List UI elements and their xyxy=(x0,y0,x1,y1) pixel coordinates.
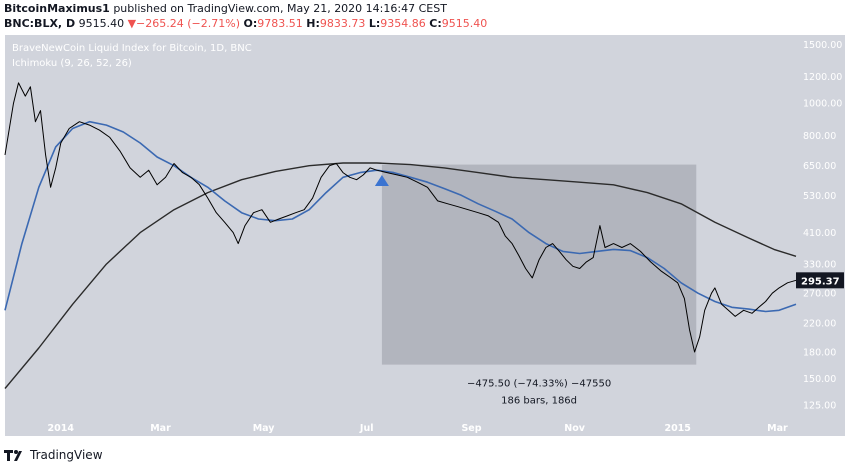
last-price-tag: 295.37 xyxy=(796,272,844,289)
open-value: 9783.51 xyxy=(257,17,303,30)
change-value: −265.24 (−2.71%) xyxy=(136,17,240,30)
x-tick-label: Mar xyxy=(767,423,788,434)
x-tick-label: Jul xyxy=(359,423,374,434)
symbol-label: BNC:BLX, D xyxy=(4,17,76,30)
y-tick-label: 410.00 xyxy=(803,228,836,239)
x-tick-label: Mar xyxy=(150,423,171,434)
ichimoku-fast-line xyxy=(4,120,797,313)
trend-arrow-marker xyxy=(374,174,389,186)
low-value: 9354.86 xyxy=(380,17,426,30)
y-tick-label: 1500.00 xyxy=(803,40,842,51)
open-label: O: xyxy=(243,17,258,30)
published-text: published on TradingView.com, May 21, 20… xyxy=(113,2,447,15)
y-tick-labels: 125.00 150.00 180.00 220.00 270.00 330.00 410.… xyxy=(803,40,842,412)
close-value: 9515.40 xyxy=(441,17,488,30)
high-value: 9833.73 xyxy=(319,17,366,30)
last-price: 9515.40 xyxy=(78,17,125,30)
ichimoku-slow-line xyxy=(4,162,797,389)
header-line-2: BNC:BLX, D 9515.40 ▼−265.24 (−2.71%) O:9… xyxy=(4,17,487,30)
brand-name[interactable]: TradingView xyxy=(30,448,103,462)
y-tick-label: 330.00 xyxy=(803,260,836,271)
x-tick-label: May xyxy=(253,423,276,434)
price-axis-background xyxy=(796,35,845,417)
y-tick-label: 800.00 xyxy=(803,131,836,142)
low-label: L: xyxy=(368,17,381,30)
y-tick-label: 220.00 xyxy=(803,318,836,329)
measure-label-bars: 186 bars, 186d xyxy=(501,396,577,407)
y-tick-label: 180.00 xyxy=(803,347,836,358)
price-line xyxy=(4,82,797,353)
chart-title: BraveNewCoin Liquid Index for Bitcoin, 1… xyxy=(12,43,252,54)
high-label: H: xyxy=(306,17,320,30)
y-tick-label: 650.00 xyxy=(803,161,836,172)
measure-box xyxy=(381,164,697,365)
change-arrow-icon: ▼ xyxy=(127,17,137,30)
close-label: C: xyxy=(429,17,442,30)
y-tick-label: 150.00 xyxy=(803,374,836,385)
x-tick-label: Nov xyxy=(564,423,585,434)
x-tick-label: 2015 xyxy=(664,423,690,434)
time-axis-background xyxy=(5,417,845,436)
tradingview-logo-icon[interactable] xyxy=(4,448,26,462)
measure-label-change: −475.50 (−74.33%) −47550 xyxy=(467,379,611,390)
y-tick-label: 1200.00 xyxy=(803,72,842,83)
series-group xyxy=(4,82,797,389)
last-price-tag-text: 295.37 xyxy=(801,276,840,287)
last-price-tag-bg xyxy=(796,272,844,289)
indicator-label: Ichimoku (9, 26, 52, 26) xyxy=(12,58,132,69)
y-tick-label: 270.00 xyxy=(803,289,836,300)
header-line-1: BitcoinMaximus1 published on TradingView… xyxy=(4,2,447,15)
marker-group xyxy=(374,174,389,186)
measure-box-group[interactable]: −475.50 (−74.33%) −47550 186 bars, 186d xyxy=(381,164,697,407)
footer: TradingView xyxy=(4,448,103,462)
author-name[interactable]: BitcoinMaximus1 xyxy=(4,2,110,15)
y-tick-label: 530.00 xyxy=(803,191,836,202)
y-tick-label: 1000.00 xyxy=(803,99,842,110)
x-tick-labels: 2014 Mar May Jul Sep Nov 2015 Mar xyxy=(48,423,788,434)
x-tick-label: Sep xyxy=(461,423,481,434)
y-tick-label: 125.00 xyxy=(803,400,836,411)
x-tick-label: 2014 xyxy=(48,423,75,434)
